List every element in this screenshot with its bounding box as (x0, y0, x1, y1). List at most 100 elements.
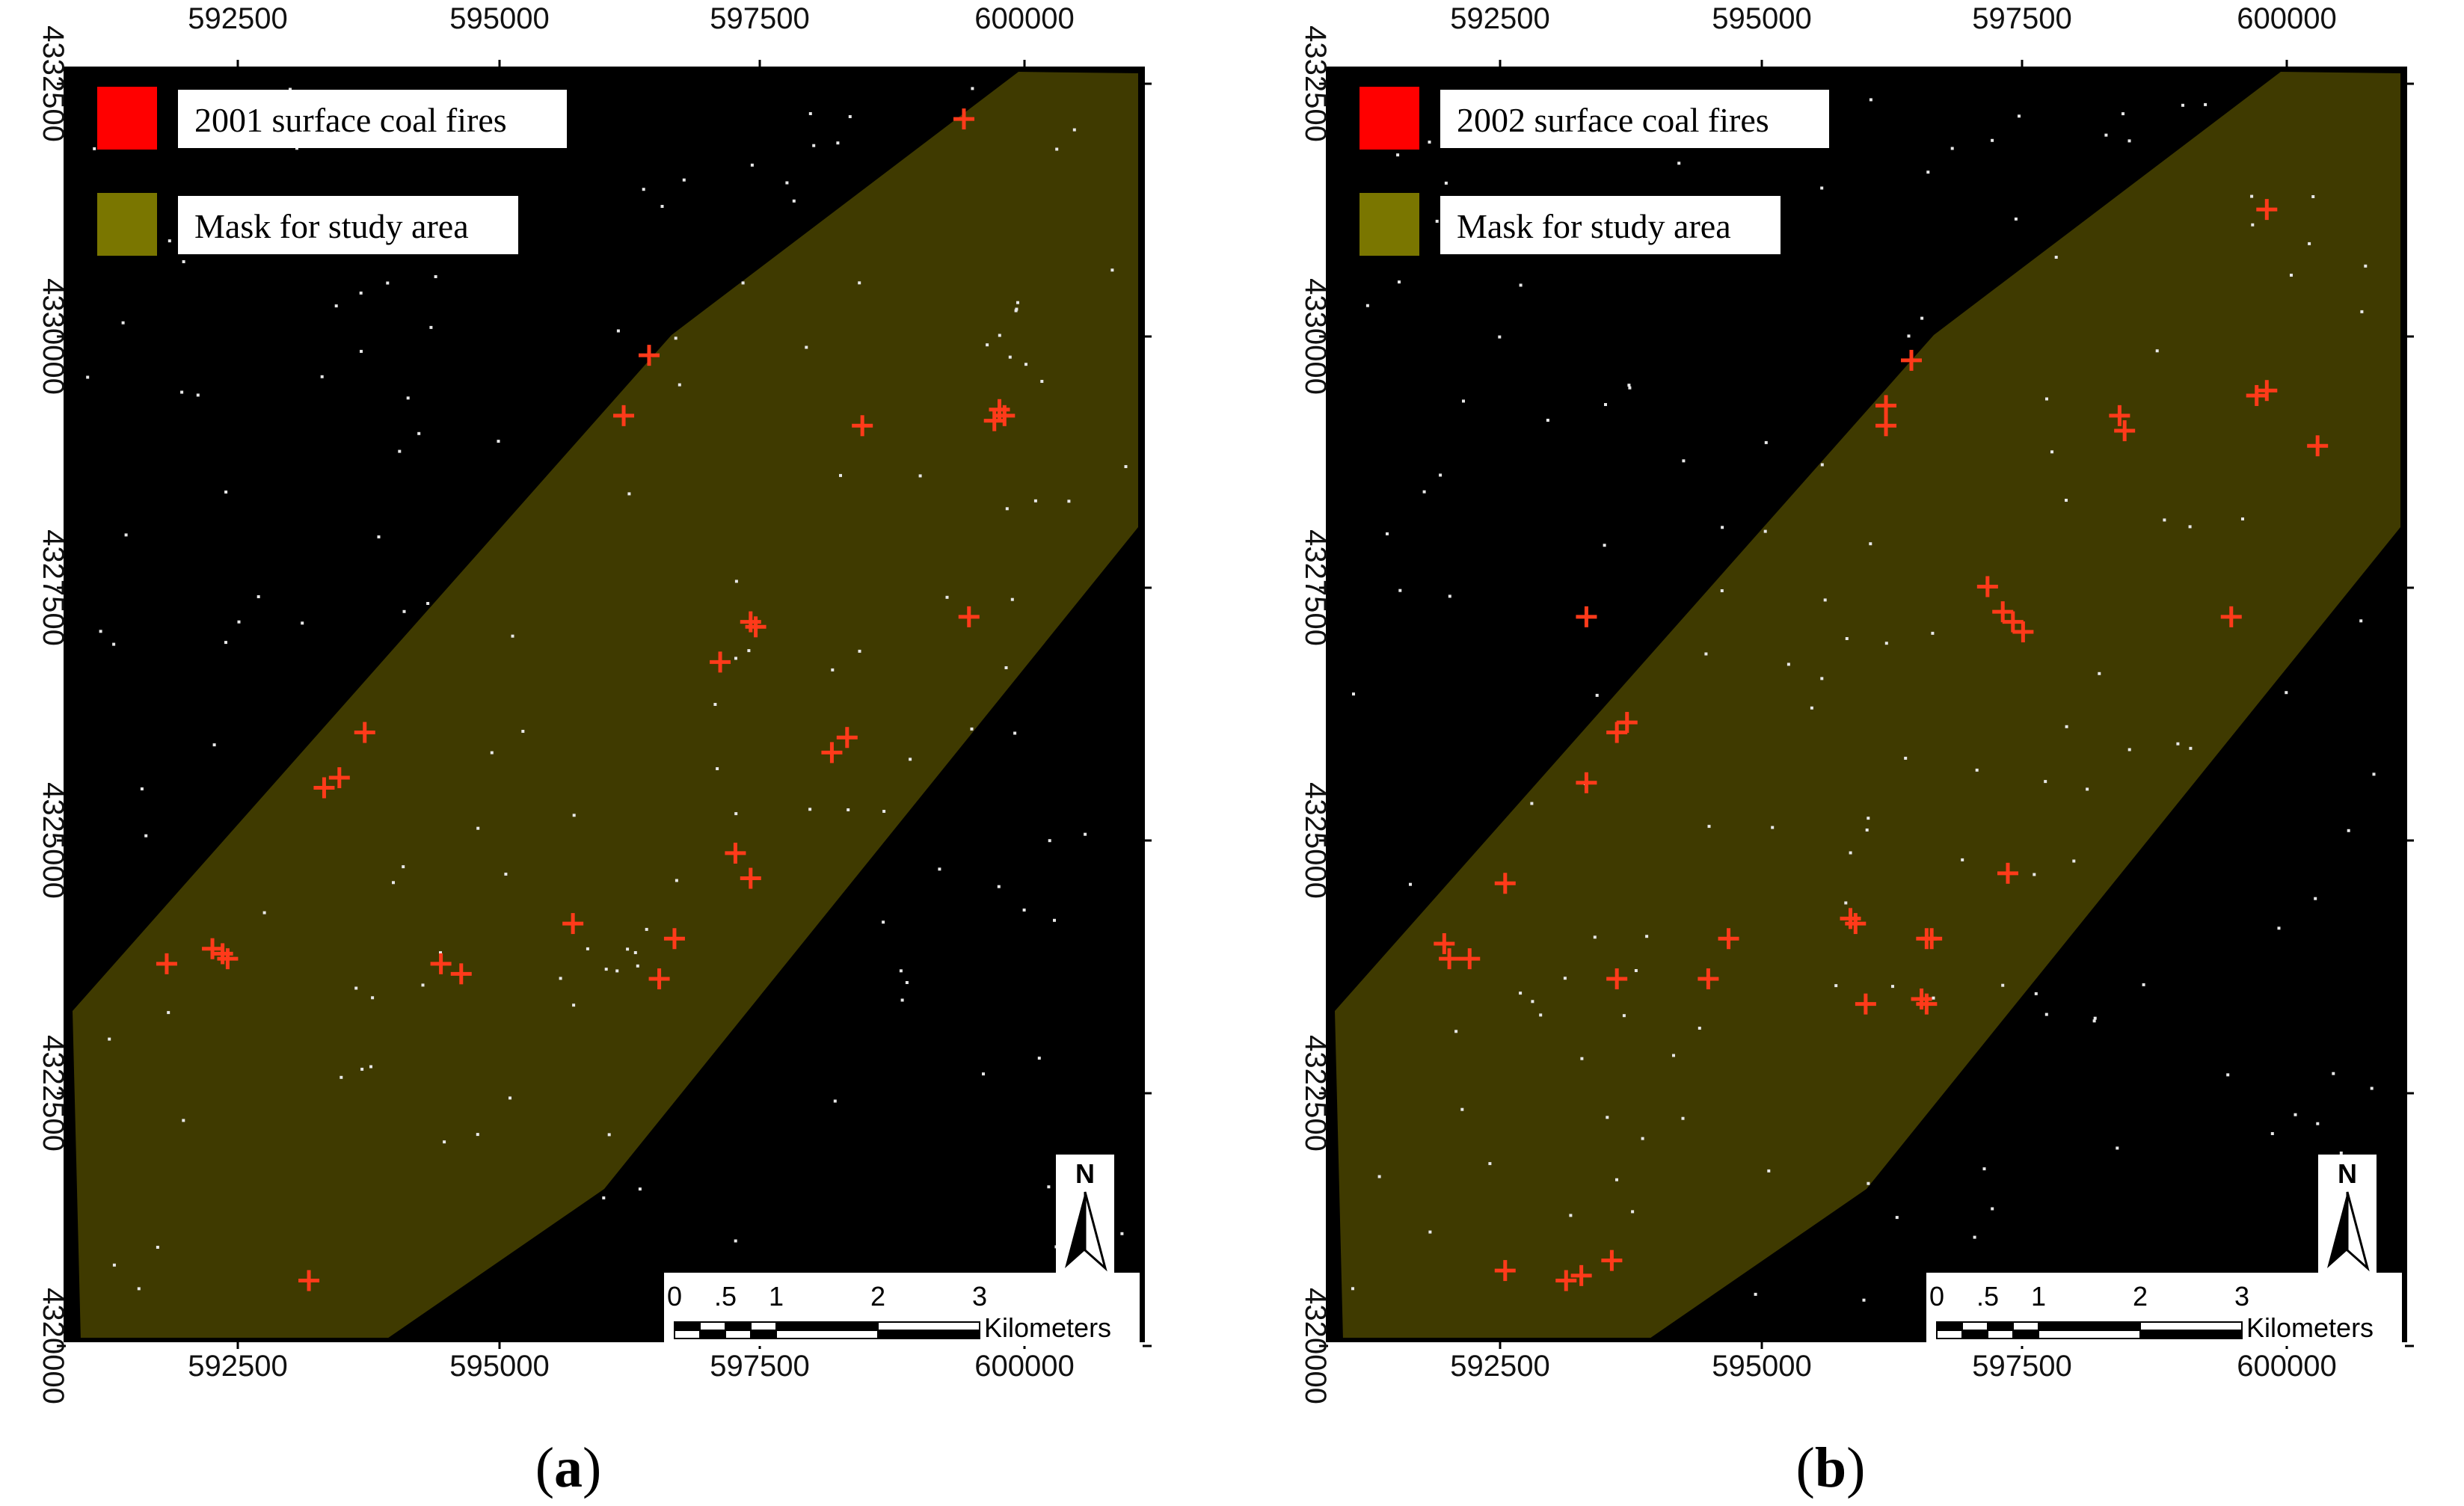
fire-marker (1576, 772, 1597, 793)
y-tick-label-left: 4322500 (37, 1035, 70, 1152)
noise-pixel (899, 969, 903, 973)
north-arrow-icon: N (2318, 1155, 2377, 1273)
x-tick-label-top: 595000 (1712, 2, 1811, 35)
fire-marker (1997, 862, 2018, 884)
noise-pixel (497, 440, 500, 443)
noise-pixel (642, 188, 645, 191)
noise-pixel (2294, 1113, 2297, 1116)
noise-pixel (2370, 1087, 2374, 1090)
noise-pixel (2127, 139, 2131, 143)
fire-marker (1434, 932, 1455, 954)
noise-pixel (1084, 832, 1087, 836)
legend-swatch-mask (1359, 193, 1419, 256)
noise-pixel (359, 291, 363, 295)
noise-pixel (224, 491, 228, 494)
noise-pixel (2360, 310, 2364, 313)
fire-marker (1911, 988, 1932, 1009)
noise-pixel (2092, 1019, 2096, 1023)
noise-pixel (1707, 825, 1711, 829)
caption-b: (b) (1795, 1436, 1866, 1499)
noise-pixel (1904, 757, 1908, 760)
noise-pixel (1867, 1181, 1870, 1185)
noise-pixel (2018, 114, 2021, 118)
noise-pixel (360, 1067, 364, 1071)
noise-pixel (2189, 746, 2193, 750)
fire-marker (852, 415, 873, 437)
noise-pixel (2316, 1122, 2320, 1125)
noise-pixel (1631, 1210, 1635, 1214)
noise-pixel (808, 112, 812, 115)
noise-pixel (1398, 280, 1401, 284)
noise-pixel (1932, 996, 1935, 1000)
fire-marker (354, 722, 375, 743)
x-tick-label-bottom: 600000 (974, 1350, 1074, 1383)
noise-pixel (1672, 1054, 1675, 1057)
noise-pixel (1622, 1014, 1626, 1018)
noise-pixel (1704, 652, 1708, 656)
map-b: 2002 surface coal fires Mask for study ar… (1299, 2, 2454, 1404)
noise-pixel (182, 1119, 185, 1122)
noise-pixel (1754, 1292, 1757, 1296)
noise-pixel (626, 947, 630, 951)
noise-pixel (2122, 112, 2124, 116)
fire-marker (2246, 384, 2267, 406)
noise-pixel (2001, 983, 2005, 987)
x-tick-label-top: 597500 (710, 2, 809, 35)
noise-pixel (1539, 1013, 1543, 1017)
noise-pixel (1920, 316, 1924, 320)
noise-pixel (1604, 403, 1607, 406)
study-area-mask (1335, 72, 2400, 1340)
noise-pixel (354, 986, 358, 990)
fire-markers (156, 108, 1016, 1291)
noise-pixel (2072, 859, 2076, 863)
noise-pixel (1869, 98, 1872, 102)
noise-pixel (476, 1133, 479, 1137)
fire-marker (450, 963, 472, 985)
north-label: N (2338, 1158, 2357, 1189)
noise-pixel (2241, 517, 2244, 520)
noise-pixel (2270, 1132, 2274, 1135)
noise-pixel (509, 1096, 511, 1100)
noise-pixel (1037, 1057, 1041, 1060)
fire-marker (1976, 576, 1998, 597)
fire-marker (1601, 1250, 1623, 1271)
noise-pixel (93, 147, 96, 150)
noise-pixel (602, 1196, 606, 1199)
scale-label: 1 (2031, 1281, 2046, 1312)
noise-pixel (1498, 335, 1502, 339)
noise-pixel (1448, 594, 1451, 598)
noise-pixel (369, 1065, 372, 1069)
noise-pixel (1460, 1107, 1464, 1111)
noise-pixel (1721, 526, 1724, 529)
scale-label: .5 (714, 1281, 737, 1312)
x-tick-label-top: 600000 (974, 2, 1074, 35)
legend-label: 2002 surface coal fires (1457, 101, 1769, 139)
noise-pixel (847, 808, 850, 811)
noise-pixel (398, 449, 402, 453)
noise-pixel (386, 281, 390, 285)
noise-pixel (2226, 1073, 2230, 1077)
noise-pixel (713, 703, 717, 706)
noise-pixel (1975, 768, 1979, 772)
noise-pixel (334, 304, 338, 308)
y-tick-label-left: 4327500 (1299, 529, 1332, 646)
noise-pixel (1849, 851, 1852, 855)
caption-letter: a (554, 1436, 583, 1499)
noise-pixel (1862, 1298, 1866, 1302)
noise-pixel (124, 533, 128, 537)
noise-pixel (674, 336, 678, 340)
noise-pixel (1895, 1216, 1899, 1220)
fire-marker (745, 616, 766, 638)
noise-pixel (2251, 223, 2255, 227)
y-tick-label-left: 4320000 (37, 1288, 70, 1404)
x-tick-label-top: 600000 (2237, 2, 2336, 35)
fire-marker (2002, 611, 2024, 633)
noise-pixel (970, 727, 974, 731)
noise-pixel (1047, 1185, 1051, 1189)
fire-marker (648, 968, 670, 990)
fire-marker (2307, 435, 2329, 457)
legend-label-box (178, 90, 567, 148)
noise-pixel (1454, 1030, 1458, 1033)
legend-label-box (1440, 90, 1829, 148)
noise-pixel (144, 834, 148, 837)
